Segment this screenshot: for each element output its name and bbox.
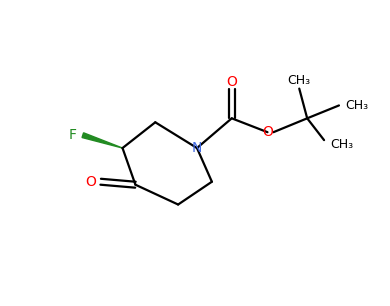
Text: CH₃: CH₃ bbox=[345, 99, 369, 112]
Text: CH₃: CH₃ bbox=[330, 138, 353, 151]
Text: N: N bbox=[192, 141, 202, 155]
Polygon shape bbox=[82, 133, 122, 148]
Text: CH₃: CH₃ bbox=[288, 74, 311, 87]
Text: O: O bbox=[226, 75, 237, 89]
Text: F: F bbox=[69, 128, 77, 142]
Text: O: O bbox=[262, 125, 273, 139]
Text: O: O bbox=[85, 175, 96, 189]
